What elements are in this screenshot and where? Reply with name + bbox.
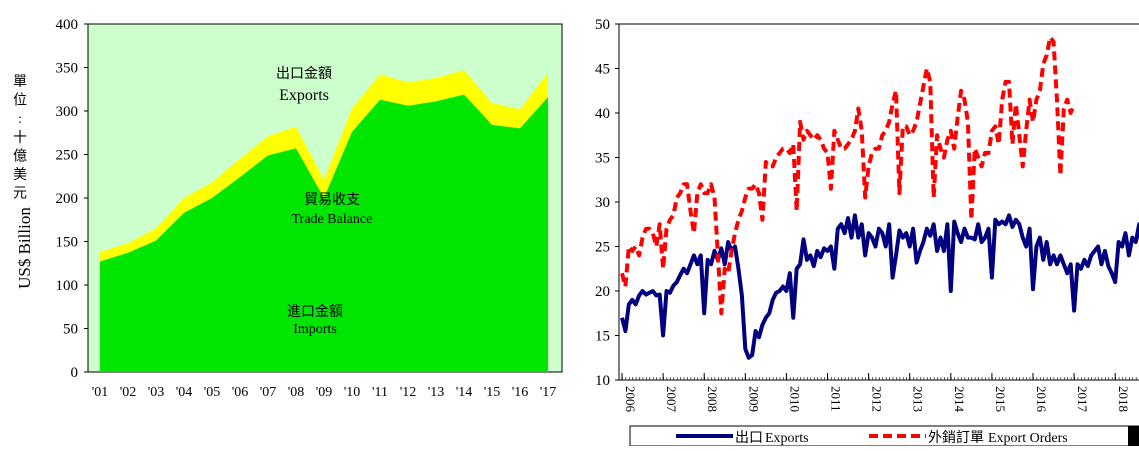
x-tick-label: '02 (120, 385, 137, 400)
y-tick-label: 15 (595, 329, 610, 345)
y-axis-label: US$ Billion (15, 207, 34, 289)
y-axis-label-cjk-char: 十 (13, 130, 27, 146)
trade-balance-label-cjk: 貿易收支 (304, 192, 360, 208)
y-axis-label-cjk-char: 單 (13, 75, 27, 90)
x-tick-label: '09 (316, 385, 333, 400)
imports-area (100, 94, 548, 372)
y-tick-label: 45 (595, 62, 610, 78)
x-tick-label: 2012 (870, 386, 885, 412)
x-tick-label: 2010 (787, 386, 802, 412)
y-tick-label: 200 (56, 191, 79, 207)
x-tick-label: '10 (344, 385, 361, 400)
y-axis-label-cjk-char: 億 (13, 148, 27, 164)
x-tick-label: '03 (148, 385, 165, 400)
x-tick-label: 2018 (1116, 386, 1131, 412)
y-tick-label: 40 (595, 106, 610, 122)
legend: 出口 Exports 外銷訂單 Export Orders (629, 425, 1139, 447)
x-tick-label: '14 (456, 385, 473, 400)
y-axis-label-cjk-char: : (18, 112, 22, 127)
y-tick-label: 50 (595, 17, 610, 33)
export-orders-line (620, 35, 1076, 316)
plot-area (618, 23, 1139, 381)
x-tick-label: '16 (512, 385, 529, 400)
y-axis-label-cjk-char: 元 (13, 187, 27, 202)
x-tick-label: 2009 (746, 386, 761, 412)
exports-label-cjk: 出口金額 (276, 66, 332, 82)
x-tick-label: 2017 (1075, 386, 1090, 413)
legend-label-orders-cjk: 外銷訂單 (928, 430, 984, 446)
x-tick-label: '15 (484, 385, 501, 400)
y-axis-label-cjk-char: 位 (13, 93, 27, 109)
x-tick-label: 2007 (664, 386, 679, 413)
x-tick-label: 2013 (911, 386, 926, 412)
y-tick-label: 350 (56, 61, 79, 77)
x-tick-label: '12 (400, 385, 417, 400)
x-tick-label: '17 (540, 385, 557, 400)
imports-label-en: Imports (293, 322, 337, 337)
y-tick-label: 0 (71, 365, 79, 381)
trade-balance-label-en: Trade Balance (292, 212, 373, 227)
y-tick-label: 400 (56, 17, 79, 33)
exports-orders-line-chart: 10 15 20 25 30 35 40 45 50 2006 2007 2008 2009 2010 20… (595, 17, 1139, 447)
y-axis-label-cjk-char: 美 (13, 167, 27, 183)
x-tick-label: 2015 (993, 386, 1008, 412)
x-tick-label: '08 (288, 385, 305, 400)
y-tick-label: 100 (56, 278, 79, 294)
x-tick-label: 2016 (1034, 386, 1049, 413)
x-tick-label: '13 (428, 385, 445, 400)
x-tick-label: '01 (92, 385, 109, 400)
legend-label-exports-en: Exports (765, 431, 809, 446)
x-tick-label: '05 (204, 385, 221, 400)
legend-label-exports-cjk: 出口 (735, 430, 763, 446)
y-tick-label: 20 (595, 284, 610, 300)
y-tick-label: 50 (63, 322, 78, 338)
y-tick-label: 35 (595, 151, 610, 167)
x-tick-label: '11 (372, 385, 388, 400)
x-tick-label: 2011 (829, 386, 844, 412)
y-tick-label: 30 (595, 195, 610, 211)
x-tick-label: '06 (232, 385, 249, 400)
legend-edge-mark (1128, 426, 1139, 446)
x-tick-label: '04 (176, 385, 193, 400)
x-tick-label: 2006 (623, 386, 638, 413)
y-tick-label: 25 (595, 240, 610, 256)
trade-area-chart: 0 50 100 150 200 250 300 350 400 '01 '02 '03 '04 '05 '… (13, 17, 563, 400)
y-tick-label: 250 (56, 148, 79, 164)
legend-label-orders-en: Export Orders (988, 431, 1068, 446)
x-tick-label: 2014 (952, 386, 967, 413)
y-tick-label: 300 (56, 104, 79, 120)
x-tick-label: '07 (260, 385, 277, 400)
imports-label-cjk: 進口金額 (287, 304, 343, 320)
exports-label-en: Exports (279, 87, 329, 104)
x-tick-label: 2008 (705, 386, 720, 412)
y-tick-label: 150 (56, 235, 79, 251)
y-tick-label: 10 (595, 373, 610, 389)
